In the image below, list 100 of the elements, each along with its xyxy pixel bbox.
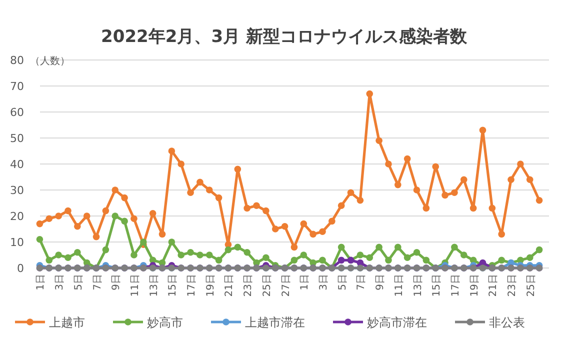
x-tick-label: 21日 — [224, 274, 236, 297]
point — [498, 230, 505, 238]
point — [479, 126, 486, 134]
point — [338, 202, 345, 209]
point — [83, 212, 90, 220]
point — [413, 186, 420, 194]
point — [385, 160, 392, 168]
point — [262, 207, 270, 214]
x-tick-label: 5日 — [337, 274, 348, 290]
x-tick-label: 19日 — [469, 274, 480, 297]
point — [442, 192, 448, 199]
point — [121, 218, 128, 225]
point — [92, 233, 100, 240]
point — [451, 189, 458, 196]
point — [234, 166, 242, 173]
x-tick-label: 11日 — [130, 274, 141, 297]
x-tick-label: 7日 — [356, 274, 368, 290]
point — [206, 252, 213, 258]
point — [187, 189, 194, 196]
point — [206, 186, 213, 194]
point — [102, 207, 110, 214]
x-tick-label: 25日 — [526, 274, 537, 297]
point — [404, 155, 411, 162]
point — [178, 160, 184, 168]
point — [451, 244, 458, 251]
point — [290, 244, 298, 251]
x-tick-label: 13日 — [148, 274, 160, 297]
point — [290, 256, 298, 264]
point — [187, 249, 194, 256]
point — [470, 204, 477, 212]
point — [356, 252, 364, 258]
point — [526, 254, 534, 261]
point — [526, 176, 534, 183]
point — [168, 238, 176, 246]
y-tick-label: 80 — [10, 54, 24, 67]
point — [64, 207, 72, 214]
point — [178, 252, 184, 258]
point — [121, 194, 128, 202]
point — [36, 220, 44, 228]
y-tick-label: 40 — [10, 158, 24, 171]
x-tick-label: 7日 — [92, 274, 104, 290]
legend-label: 上越市滞在 — [245, 316, 305, 330]
point — [55, 212, 62, 220]
y-tick-label: 70 — [10, 80, 24, 93]
x-tick-label: 1日 — [36, 274, 47, 290]
point — [319, 256, 326, 264]
x-tick-label: 19日 — [205, 274, 216, 297]
point — [366, 254, 374, 261]
point — [338, 256, 345, 264]
point — [64, 254, 72, 261]
point — [112, 212, 119, 220]
point — [102, 246, 110, 254]
point — [338, 244, 345, 251]
point — [130, 215, 138, 222]
x-tick-label: 25日 — [262, 274, 273, 297]
point — [36, 236, 44, 243]
point — [319, 228, 326, 235]
x-tick-label: 3日 — [54, 274, 66, 290]
point — [310, 230, 316, 238]
x-tick-label: 9日 — [375, 274, 386, 290]
x-tick-label: 11日 — [394, 274, 405, 297]
point — [300, 220, 308, 228]
x-tick-label: 13日 — [412, 274, 424, 297]
point — [356, 197, 364, 204]
legend-label: 上越市 — [49, 316, 85, 330]
x-tick-label: 15日 — [432, 274, 443, 297]
x-tick-label: 3日 — [318, 274, 330, 290]
x-tick-label: 17日 — [450, 274, 462, 297]
y-tick-label: 60 — [10, 106, 24, 119]
point — [366, 90, 374, 98]
point — [140, 238, 147, 246]
y-axis-title: （人数） — [30, 56, 70, 67]
point — [234, 244, 242, 251]
point — [536, 197, 543, 204]
legend-label: 非公表 — [489, 316, 525, 330]
point — [404, 254, 411, 261]
y-tick-label: 50 — [10, 132, 24, 145]
point — [422, 256, 430, 264]
legend-label: 妙高市滞在 — [367, 316, 427, 330]
point — [517, 160, 524, 168]
point — [508, 176, 514, 183]
point — [215, 194, 222, 202]
y-tick-label: 10 — [10, 236, 24, 249]
point — [74, 223, 81, 230]
point — [46, 215, 53, 222]
y-tick-label: 0 — [17, 262, 24, 275]
legend-label: 妙高市 — [147, 316, 183, 330]
point — [432, 163, 439, 170]
point — [413, 249, 420, 256]
y-tick-label: 30 — [10, 184, 24, 197]
point — [488, 204, 496, 212]
x-tick-label: 23日 — [507, 274, 518, 297]
x-tick-label: 1日 — [300, 274, 311, 290]
point — [112, 186, 119, 194]
point — [460, 252, 468, 258]
point — [300, 252, 308, 258]
point — [224, 246, 232, 254]
point — [376, 244, 382, 251]
point — [215, 256, 222, 264]
point — [253, 202, 260, 209]
